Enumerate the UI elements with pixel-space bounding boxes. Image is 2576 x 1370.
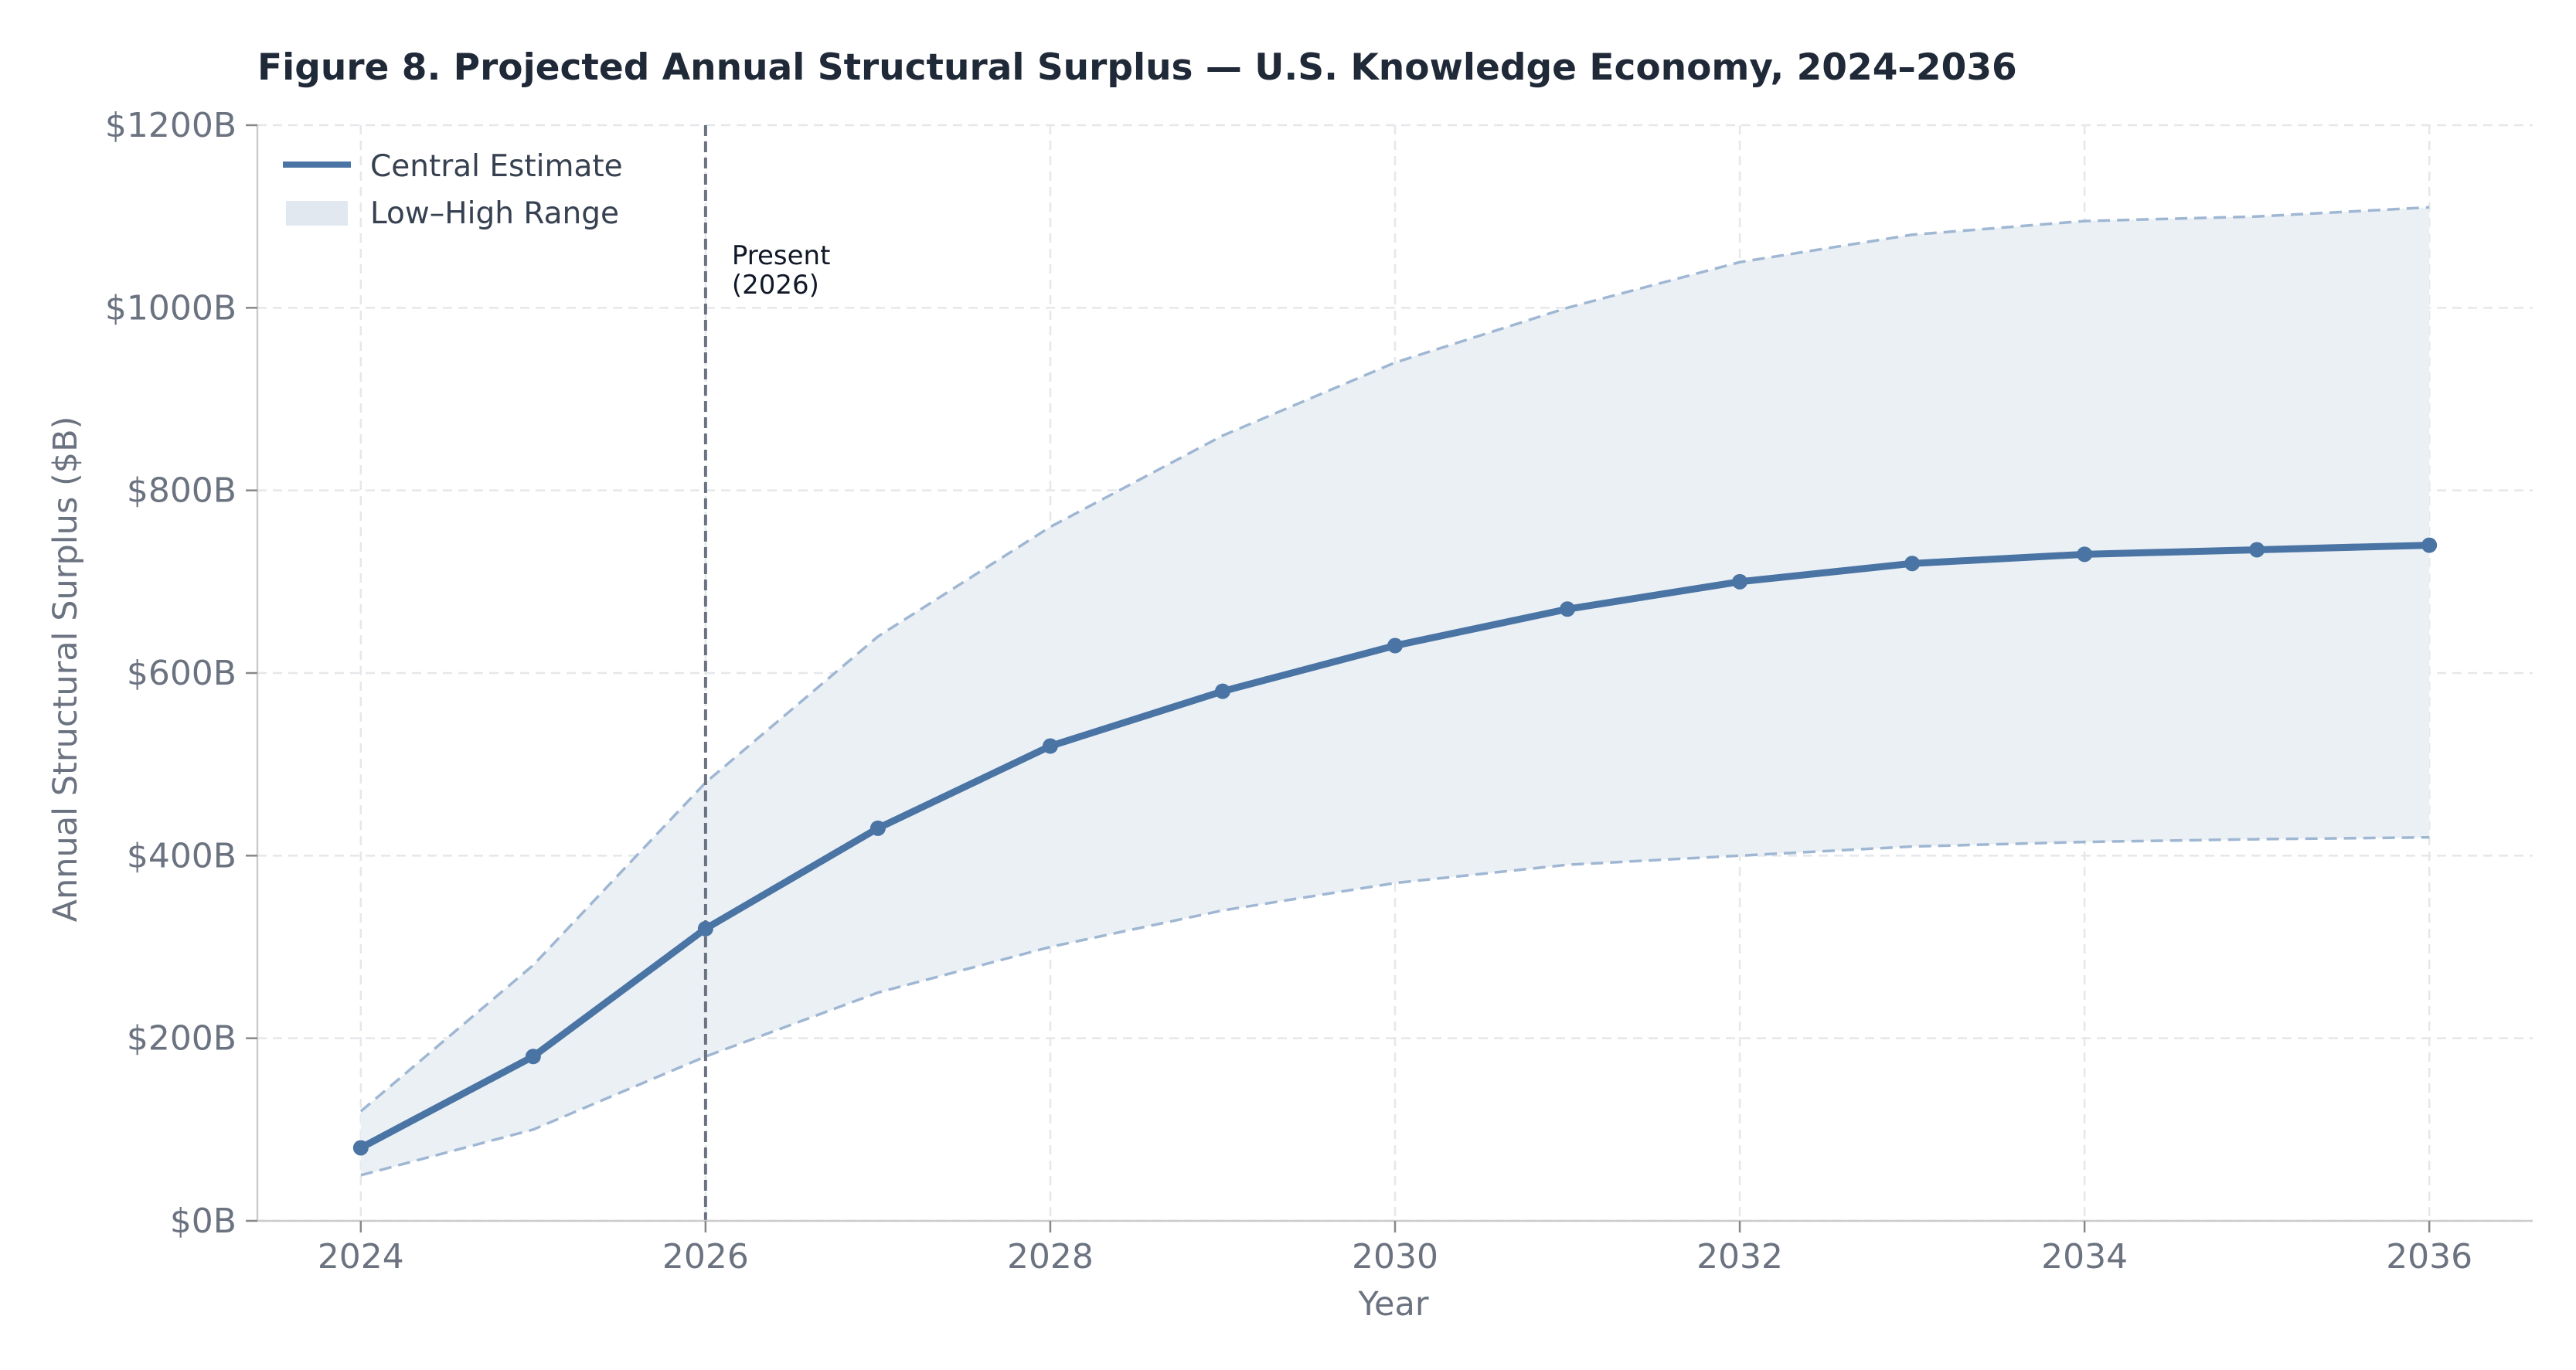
central-point <box>1732 573 1748 590</box>
y-tick-label: $400B <box>127 836 237 875</box>
central-point <box>1904 556 1921 572</box>
central-series <box>352 537 2438 1156</box>
central-point <box>869 820 886 836</box>
y-tick-label: $1200B <box>105 106 237 145</box>
x-tick-label: 2024 <box>318 1237 404 1277</box>
x-tick-label: 2028 <box>1007 1237 1094 1277</box>
central-point <box>2249 542 2265 558</box>
central-point <box>697 920 713 937</box>
legend: Central Estimate Low–High Range <box>283 149 623 231</box>
range-low-line <box>360 835 2430 1177</box>
y-axis-label: Annual Structural Surplus ($B) <box>46 416 85 923</box>
central-point <box>2077 546 2093 563</box>
central-point <box>1042 738 1058 754</box>
present-annotation-line: (2026) <box>732 270 819 301</box>
x-axis-label: Year <box>1357 1285 1428 1324</box>
central-point <box>1387 637 1403 654</box>
legend-label-central: Central Estimate <box>370 149 623 184</box>
x-tick-label: 2026 <box>662 1237 749 1277</box>
present-annotation-line: Present <box>732 240 831 271</box>
central-point <box>352 1140 369 1156</box>
range-band-area <box>360 207 2430 1175</box>
y-tick-label: $200B <box>127 1019 237 1059</box>
central-point <box>1560 601 1576 617</box>
central-point <box>525 1049 541 1065</box>
range-high-line <box>359 206 2430 1113</box>
range-band <box>359 206 2430 1177</box>
y-tick-label: $1000B <box>105 288 237 328</box>
x-tick-label: 2034 <box>2041 1237 2128 1277</box>
central-point <box>2421 537 2438 553</box>
x-tick-labels: 2024 2026 2028 2030 2032 2034 2036 <box>318 1221 2472 1277</box>
present-marker: Present(2026) <box>703 125 831 1221</box>
y-tick-label: $0B <box>170 1202 237 1241</box>
legend-label-range: Low–High Range <box>370 196 619 231</box>
y-tick-label: $600B <box>127 654 237 693</box>
legend-swatch-range <box>286 201 348 226</box>
y-tick-label: $800B <box>127 471 237 511</box>
central-point <box>1214 683 1230 699</box>
x-tick-label: 2032 <box>1696 1237 1783 1277</box>
chart-title: Figure 8. Projected Annual Structural Su… <box>257 46 2017 89</box>
x-tick-label: 2030 <box>1352 1237 1438 1277</box>
legend-swatch-central <box>283 161 351 168</box>
y-tick-labels: $0B $200B $400B $600B $800B $1000B $1200B <box>105 106 257 1241</box>
x-tick-label: 2036 <box>2386 1237 2472 1277</box>
